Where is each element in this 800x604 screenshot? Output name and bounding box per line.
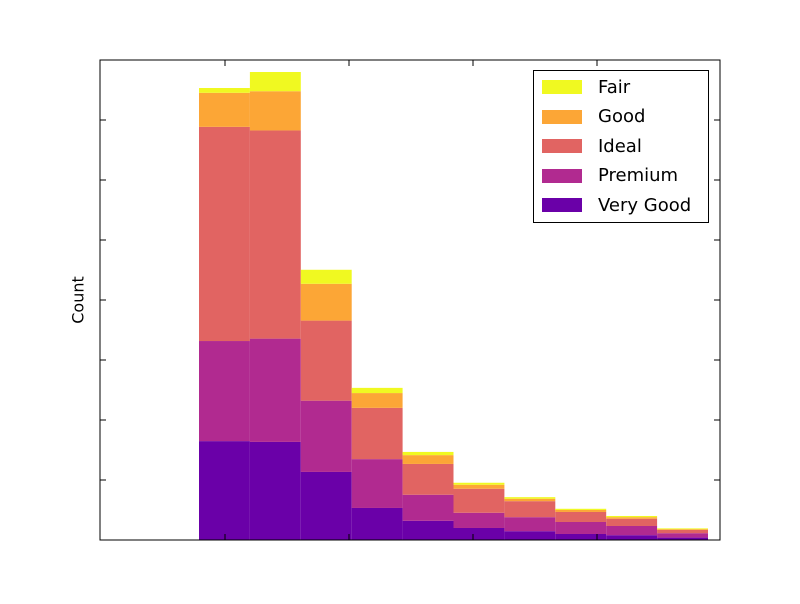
bar-good-bin-1 [199,92,250,127]
legend: Fair Good Ideal Premium Very Good [533,70,709,223]
bar-ideal-bin-2 [249,130,301,339]
bar-fair-bin-5 [402,451,454,456]
legend-label: Good [598,106,646,127]
ticks-layer [100,60,720,540]
legend-swatch [542,139,582,153]
legend-item-ideal: Ideal [542,135,642,157]
bar-fair-bin-9 [606,515,658,518]
bar-fair-bin-6 [453,482,505,485]
bar-ideal-bin-5 [402,463,454,495]
bar-ideal-bin-3 [300,320,352,401]
bar-good-bin-4 [351,393,403,408]
bar-good-bin-6 [453,484,505,489]
bar-premium-bin-7 [504,517,556,532]
axes-frame [99,59,721,541]
bar-premium-bin-4 [351,459,403,508]
bar-fair-bin-4 [351,387,403,394]
legend-swatch [542,168,582,183]
legend-label: Ideal [598,135,642,157]
legend-label: Premium [598,165,679,186]
bar-fair-bin-3 [300,269,352,284]
bar-fair-bin-2 [249,72,301,92]
bar-premium-bin-1 [199,341,250,442]
bar-premium-bin-3 [300,400,352,472]
bar-ideal-bin-9 [606,518,658,526]
bar-ideal-bin-10 [657,529,708,534]
bar-good-bin-10 [657,529,708,530]
bar-fair-bin-1 [199,88,250,93]
bar-very-good-bin-7 [504,531,556,540]
bar-ideal-bin-7 [504,501,556,518]
legend-label: Very Good [598,194,692,216]
bar-ideal-bin-1 [199,126,250,342]
bars-layer [199,72,708,540]
bar-premium-bin-9 [606,525,658,536]
legend-swatch [542,198,582,212]
bar-very-good-bin-6 [453,527,505,540]
bar-very-good-bin-9 [606,535,658,540]
bar-fair-bin-7 [504,497,556,499]
bar-good-bin-2 [249,91,301,131]
bar-premium-bin-5 [402,494,454,521]
bar-ideal-bin-4 [351,407,403,460]
bar-good-bin-8 [555,509,607,512]
y-axis-label: Count [68,276,88,324]
bar-premium-bin-10 [657,533,708,538]
bar-good-bin-5 [402,455,454,464]
bar-very-good-bin-1 [199,441,250,540]
legend-item-good: Good [542,106,646,127]
bar-very-good-bin-3 [300,471,352,540]
legend-item-fair: Fair [542,76,631,98]
legend-swatch [542,80,582,94]
legend-label: Fair [598,76,631,98]
bar-very-good-bin-8 [555,533,607,540]
bar-premium-bin-6 [453,512,505,528]
bar-very-good-bin-5 [402,520,454,540]
bar-very-good-bin-2 [249,441,301,540]
bar-fair-bin-8 [555,508,607,510]
bar-ideal-bin-8 [555,511,607,522]
bar-very-good-bin-4 [351,507,403,540]
legend-item-premium: Premium [542,165,679,186]
bar-good-bin-9 [606,517,658,519]
bar-fair-bin-10 [657,528,708,530]
bar-good-bin-7 [504,498,556,502]
legend-item-very-good: Very Good [542,194,692,216]
bar-ideal-bin-6 [453,488,505,513]
legend-swatch [542,109,582,124]
bar-premium-bin-8 [555,521,607,534]
bar-premium-bin-2 [249,338,301,442]
bar-very-good-bin-10 [657,537,708,540]
bar-good-bin-3 [300,283,352,321]
